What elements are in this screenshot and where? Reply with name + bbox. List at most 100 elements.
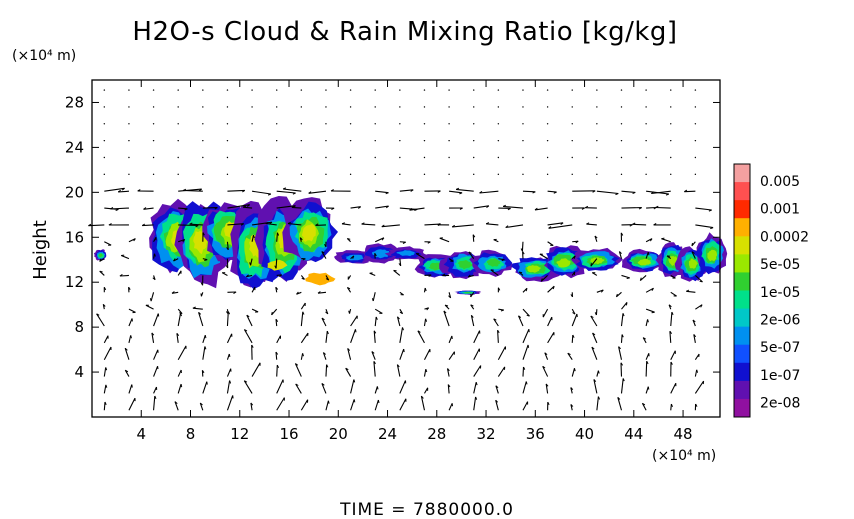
x-tick-label: 32 <box>476 425 495 443</box>
wind-vector-head <box>427 241 431 244</box>
wind-vector <box>497 346 506 360</box>
wind-vector-head <box>345 367 349 371</box>
wind-vector-head <box>347 286 351 290</box>
wind-vector-head <box>250 402 254 406</box>
wind-vector <box>275 351 278 360</box>
wind-vector <box>473 382 477 394</box>
wind-vector-dot <box>423 89 426 91</box>
wind-vector-dot <box>423 139 426 142</box>
colorbar-segment <box>734 182 750 201</box>
wind-vector-dot <box>202 139 204 142</box>
wind-vector <box>178 238 185 243</box>
cloud-contour <box>526 265 541 273</box>
wind-vector <box>178 188 202 192</box>
wind-vector-head <box>437 222 441 226</box>
wind-vector <box>632 223 647 226</box>
wind-vector <box>350 329 357 344</box>
wind-vector <box>227 204 250 209</box>
wind-vector-head <box>137 189 141 192</box>
wind-vector-head <box>625 302 628 306</box>
wind-vector-head <box>615 293 618 297</box>
wind-vector-head <box>204 335 207 339</box>
wind-vector-head <box>104 401 107 405</box>
colorbar-segment <box>734 218 750 237</box>
wind-vector-dot <box>177 106 179 108</box>
wind-vector-dot <box>276 89 278 91</box>
wind-vector <box>325 400 329 411</box>
wind-vector <box>275 319 278 327</box>
wind-vector-head <box>352 255 355 259</box>
wind-vector-head <box>96 313 100 316</box>
wind-vector-head <box>572 334 575 338</box>
wind-vector-dot <box>251 123 253 125</box>
wind-vector <box>495 400 499 411</box>
wind-vector <box>350 206 361 209</box>
wind-vector-head <box>684 189 688 193</box>
wind-vector-head <box>375 316 378 320</box>
wind-vector <box>534 207 548 211</box>
wind-vector-head <box>428 274 432 277</box>
wind-vector <box>300 353 304 360</box>
wind-vector-head <box>176 332 180 337</box>
wind-vector-head <box>373 330 377 334</box>
wind-vector <box>448 351 455 361</box>
wind-vector-head <box>102 303 106 307</box>
wind-vector <box>594 235 598 242</box>
wind-vector-head <box>544 352 548 355</box>
wind-vector-dot <box>349 156 352 159</box>
wind-vector <box>443 310 450 327</box>
wind-vector-head <box>377 399 380 404</box>
y-tick-label: 16 <box>65 228 84 246</box>
wind-vector-head <box>590 315 594 318</box>
wind-vector-head <box>629 224 633 227</box>
wind-vector-head <box>710 227 714 230</box>
wind-vector <box>620 313 624 327</box>
cloud-core <box>267 259 288 271</box>
wind-vector <box>347 348 352 360</box>
wind-vector-dot <box>473 106 475 108</box>
wind-vector <box>227 223 244 226</box>
wind-vector-head <box>534 207 538 211</box>
wind-vector <box>661 238 671 243</box>
wind-vector-head <box>553 191 557 194</box>
wind-vector-head <box>154 395 157 399</box>
wind-vector-dot <box>349 173 352 176</box>
y-tick-label: 28 <box>65 93 84 111</box>
wind-vector-dot <box>399 156 401 159</box>
wind-vector-dot <box>276 173 278 176</box>
wind-vector <box>547 332 555 344</box>
wind-vector <box>250 258 253 266</box>
wind-vector <box>669 331 672 343</box>
wind-vector <box>399 327 404 343</box>
wind-vector-dot <box>448 106 450 108</box>
wind-vector-dot <box>645 139 647 142</box>
cloud-contour <box>556 258 571 268</box>
wind-vector-dot <box>546 123 549 125</box>
wind-vector-head <box>693 334 697 338</box>
wind-vector <box>641 403 647 411</box>
wind-vector-head <box>376 386 379 390</box>
wind-vector-dot <box>251 156 253 159</box>
wind-vector <box>119 274 129 277</box>
wind-vector-head <box>425 369 428 373</box>
wind-vector <box>473 396 477 411</box>
wind-vector <box>300 332 309 344</box>
wind-vector-head <box>373 361 376 365</box>
wind-vector-head <box>143 207 147 210</box>
wind-vector <box>325 364 328 377</box>
wind-vector-head <box>581 207 585 210</box>
wind-vector-head <box>572 312 576 315</box>
x-tick-label: 40 <box>575 425 594 443</box>
wind-vector-dot <box>128 123 130 125</box>
wind-vector-head <box>467 274 471 278</box>
wind-vector-head <box>646 360 649 365</box>
wind-vector <box>645 319 649 327</box>
wind-vector-dot <box>546 173 549 176</box>
wind-vector-dot <box>300 123 303 125</box>
wind-vector-dot <box>620 106 623 108</box>
wind-vector <box>202 381 208 394</box>
wind-vector <box>374 386 378 394</box>
wind-vector-head <box>525 381 528 385</box>
y-unit-label: (×10⁴ m) <box>12 48 76 64</box>
